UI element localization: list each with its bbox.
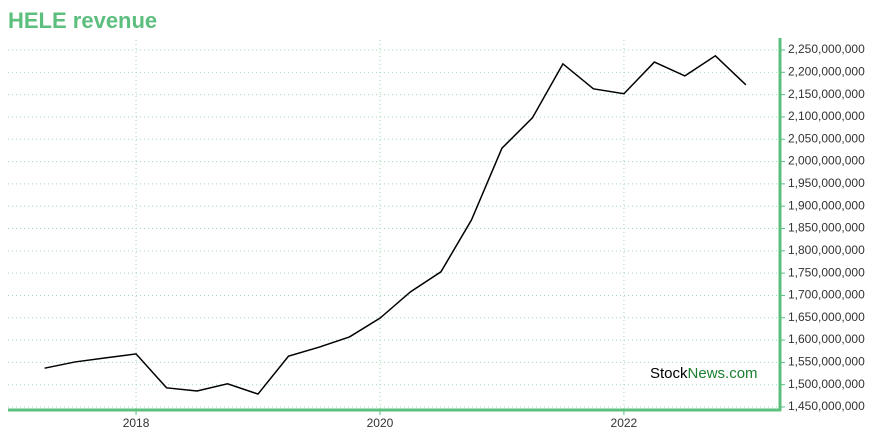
- x-tick-label: 2022: [611, 416, 638, 430]
- y-tick-label: 2,000,000,000: [788, 154, 865, 168]
- watermark: StockNews.com: [650, 365, 758, 382]
- y-tick-label: 1,950,000,000: [788, 176, 865, 190]
- y-tick-label: 1,450,000,000: [788, 399, 865, 413]
- y-tick-label: 1,750,000,000: [788, 265, 865, 279]
- watermark-news: News.com: [688, 365, 758, 382]
- y-tick-label: 1,800,000,000: [788, 243, 865, 257]
- y-tick-label: 2,050,000,000: [788, 131, 865, 145]
- y-tick-label: 1,650,000,000: [788, 310, 865, 324]
- x-tick-label: 2018: [123, 416, 150, 430]
- x-tick-label: 2020: [367, 416, 394, 430]
- y-tick-label: 1,700,000,000: [788, 288, 865, 302]
- y-tick-label: 2,100,000,000: [788, 109, 865, 123]
- y-tick-label: 1,900,000,000: [788, 198, 865, 212]
- y-tick-label: 1,600,000,000: [788, 332, 865, 346]
- y-tick-label: 1,850,000,000: [788, 221, 865, 235]
- y-tick-label: 2,250,000,000: [788, 42, 865, 56]
- y-tick-label: 1,500,000,000: [788, 377, 865, 391]
- y-tick-label: 2,200,000,000: [788, 64, 865, 78]
- watermark-stock: Stock: [650, 365, 688, 382]
- line: [44, 54, 747, 395]
- y-tick-label: 2,150,000,000: [788, 87, 865, 101]
- chart-title: HELE revenue: [8, 8, 157, 33]
- y-tick-label: 1,550,000,000: [788, 355, 865, 369]
